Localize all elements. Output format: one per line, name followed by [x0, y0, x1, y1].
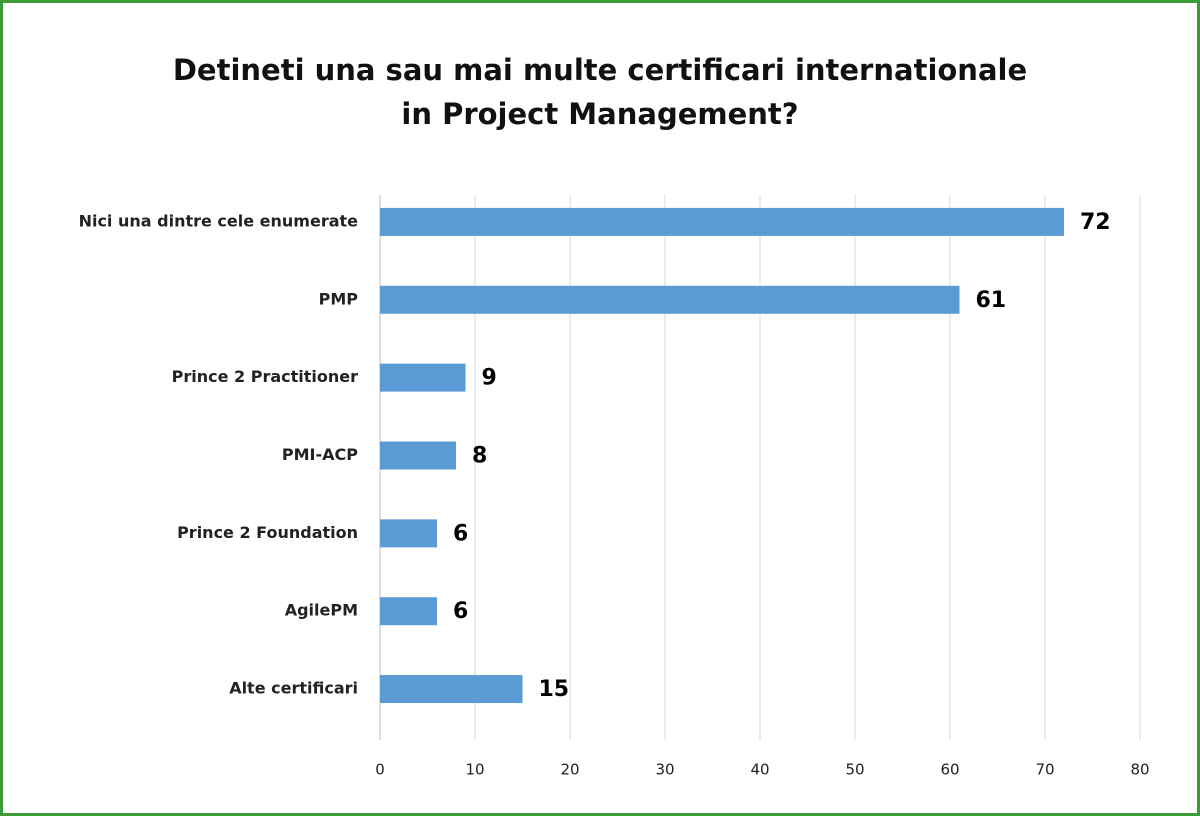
x-tick-label: 70	[1035, 761, 1054, 779]
y-tick-label: Alte certificari	[229, 679, 358, 698]
bar	[380, 285, 960, 314]
x-tick-label: 10	[465, 761, 484, 779]
x-tick-label: 50	[845, 761, 864, 779]
y-tick-label: Prince 2 Foundation	[177, 523, 358, 542]
data-label: 6	[453, 599, 468, 624]
x-tick-label: 20	[560, 761, 579, 779]
bar	[380, 675, 523, 704]
x-tick-label: 0	[375, 761, 385, 779]
data-label: 15	[539, 677, 570, 702]
y-tick-label: PMI-ACP	[282, 445, 358, 464]
y-tick-label: Nici una dintre cele enumerate	[79, 211, 359, 230]
y-tick-label: PMP	[319, 289, 359, 308]
y-tick-label: AgilePM	[285, 601, 358, 620]
chart-title: Detineti una sau mai multe certificari i…	[172, 53, 1028, 131]
x-tick-label: 80	[1130, 761, 1149, 779]
data-label: 8	[472, 444, 487, 469]
data-label: 9	[482, 366, 497, 391]
bar	[380, 597, 437, 626]
x-tick-label: 60	[940, 761, 959, 779]
x-tick-label: 40	[750, 761, 769, 779]
y-tick-label: Prince 2 Practitioner	[172, 367, 359, 386]
x-tick-label: 30	[655, 761, 674, 779]
bar	[380, 207, 1064, 236]
bar	[380, 363, 466, 392]
bar	[380, 519, 437, 548]
data-label: 72	[1080, 210, 1111, 235]
data-label: 6	[453, 521, 468, 546]
data-label: 61	[976, 288, 1007, 313]
bar	[380, 441, 456, 470]
